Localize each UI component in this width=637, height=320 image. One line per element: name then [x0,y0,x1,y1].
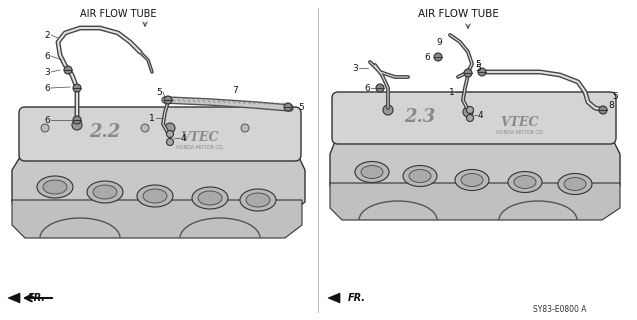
Polygon shape [12,200,302,238]
Ellipse shape [564,178,586,190]
Text: VTEC: VTEC [501,116,540,129]
Text: 6: 6 [44,84,50,92]
Text: 3: 3 [44,68,50,76]
Text: 2.3: 2.3 [404,108,436,126]
Ellipse shape [246,193,270,207]
Text: 5: 5 [612,92,618,100]
Text: 5: 5 [475,63,481,73]
Circle shape [166,131,173,138]
FancyBboxPatch shape [19,107,301,161]
Text: 6: 6 [44,116,50,124]
Circle shape [164,96,172,104]
Circle shape [41,124,49,132]
Text: 4: 4 [181,133,187,142]
Ellipse shape [240,189,276,211]
Ellipse shape [409,170,431,182]
Circle shape [376,84,384,92]
Ellipse shape [514,175,536,188]
Text: 6: 6 [424,52,430,61]
Circle shape [383,105,393,115]
Circle shape [463,107,473,117]
Text: 1: 1 [449,87,455,97]
Ellipse shape [461,173,483,187]
Ellipse shape [403,165,437,187]
Circle shape [141,124,149,132]
Ellipse shape [37,176,73,198]
Text: VTEC: VTEC [181,131,219,143]
Polygon shape [330,134,620,203]
Circle shape [466,115,473,122]
Ellipse shape [137,185,173,207]
Polygon shape [328,293,340,303]
Text: 4: 4 [478,110,483,119]
Text: 5: 5 [156,87,162,97]
Circle shape [599,106,607,114]
Text: 1: 1 [149,114,155,123]
FancyBboxPatch shape [332,92,616,144]
Circle shape [166,139,173,146]
Ellipse shape [192,187,228,209]
Ellipse shape [143,189,167,203]
Circle shape [478,68,486,76]
Ellipse shape [43,180,67,194]
Ellipse shape [558,173,592,195]
Text: 6: 6 [364,84,370,92]
Circle shape [72,120,82,130]
Text: 5: 5 [475,60,481,68]
Ellipse shape [198,191,222,205]
Text: 3: 3 [352,63,358,73]
Circle shape [73,116,81,124]
Polygon shape [330,183,620,220]
Text: AIR FLOW TUBE: AIR FLOW TUBE [418,9,498,19]
Text: HONDA MOTOR CO.: HONDA MOTOR CO. [176,145,224,149]
Text: HONDA MOTOR CO.: HONDA MOTOR CO. [496,130,544,134]
Circle shape [464,69,472,77]
Polygon shape [8,293,20,303]
Ellipse shape [87,181,123,203]
Ellipse shape [455,170,489,190]
Circle shape [165,123,175,133]
Ellipse shape [508,172,542,193]
Text: 5: 5 [298,102,304,111]
Text: SY83-E0800 A: SY83-E0800 A [533,306,587,315]
Ellipse shape [93,185,117,199]
Text: 6: 6 [44,52,50,60]
Text: 2: 2 [45,30,50,39]
Circle shape [434,53,442,61]
Text: FR.: FR. [348,293,366,303]
Ellipse shape [361,165,383,179]
Text: FR.: FR. [28,293,46,303]
Circle shape [73,84,81,92]
Polygon shape [12,149,305,220]
Circle shape [466,107,473,114]
Text: 9: 9 [436,37,442,46]
Circle shape [284,103,292,111]
Text: 2.2: 2.2 [89,123,120,141]
Circle shape [64,66,72,74]
Text: 7: 7 [232,86,238,95]
Text: 8: 8 [608,100,614,109]
Text: AIR FLOW TUBE: AIR FLOW TUBE [80,9,156,19]
Circle shape [241,124,249,132]
Ellipse shape [355,162,389,182]
